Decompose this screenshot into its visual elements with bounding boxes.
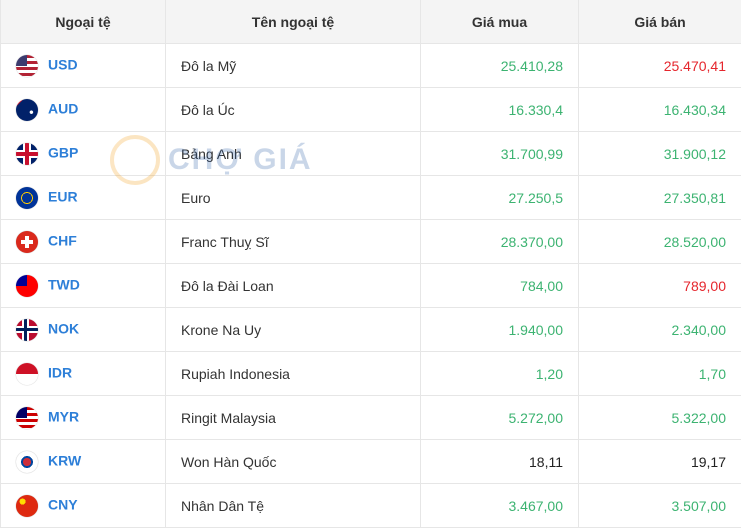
buy-price: 31.700,99 [420, 131, 579, 176]
currency-code: IDR [48, 364, 73, 381]
currency-code-cell: TWD [0, 263, 166, 308]
sell-price: 28.520,00 [578, 219, 741, 264]
buy-price: 16.330,4 [420, 87, 579, 132]
currency-code-cell: KRW [0, 439, 166, 484]
buy-price: 27.250,5 [420, 175, 579, 220]
currency-code-cell: GBP [0, 131, 166, 176]
flag-icon [16, 54, 38, 77]
flag-icon [16, 186, 38, 209]
flag-icon [16, 142, 38, 165]
currency-code: GBP [48, 144, 79, 161]
currency-name: Ringit Malaysia [165, 395, 421, 440]
table-body: USD Đô la Mỹ 25.410,28 25.470,41 AUD Đô la Úc… [0, 43, 741, 528]
rate-row: IDR Rupiah Indonesia 1,20 1,70 [0, 351, 741, 396]
currency-name: Franc Thuỵ Sĩ [165, 219, 421, 264]
currency-code: KRW [48, 452, 82, 469]
rate-row: USD Đô la Mỹ 25.410,28 25.470,41 [0, 43, 741, 88]
sell-price: 5.322,00 [578, 395, 741, 440]
rate-row: GBP Bảng Anh 31.700,99 31.900,12 [0, 131, 741, 176]
currency-name: Bảng Anh [165, 131, 421, 176]
currency-code: EUR [48, 188, 78, 205]
sell-price: 1,70 [578, 351, 741, 396]
currency-code-cell: CNY [0, 483, 166, 528]
buy-price: 1,20 [420, 351, 579, 396]
rate-row: CHF Franc Thuỵ Sĩ 28.370,00 28.520,00 [0, 219, 741, 264]
flag-icon [16, 318, 38, 341]
sell-price: 19,17 [578, 439, 741, 484]
currency-code-cell: CHF [0, 219, 166, 264]
sell-price: 16.430,34 [578, 87, 741, 132]
flag-icon [16, 230, 38, 253]
currency-code-cell: EUR [0, 175, 166, 220]
currency-name: Đô la Mỹ [165, 43, 421, 88]
sell-price: 789,00 [578, 263, 741, 308]
currency-name: Đô la Úc [165, 87, 421, 132]
rate-row: NOK Krone Na Uy 1.940,00 2.340,00 [0, 307, 741, 352]
currency-code-cell: AUD [0, 87, 166, 132]
currency-name: Krone Na Uy [165, 307, 421, 352]
rate-row: EUR Euro 27.250,5 27.350,81 [0, 175, 741, 220]
currency-code: CHF [48, 232, 77, 249]
currency-name: Nhân Dân Tệ [165, 483, 421, 528]
currency-name: Euro [165, 175, 421, 220]
rate-row: KRW Won Hàn Quốc 18,11 19,17 [0, 439, 741, 484]
currency-code-cell: IDR [0, 351, 166, 396]
sell-price: 31.900,12 [578, 131, 741, 176]
currency-code: USD [48, 56, 78, 73]
currency-code: MYR [48, 408, 80, 425]
buy-price: 25.410,28 [420, 43, 579, 88]
rate-row: MYR Ringit Malaysia 5.272,00 5.322,00 [0, 395, 741, 440]
flag-icon [16, 494, 38, 517]
flag-icon [16, 406, 38, 429]
flag-icon [16, 450, 38, 473]
buy-price: 28.370,00 [420, 219, 579, 264]
buy-price: 18,11 [420, 439, 579, 484]
header-row: Ngoại tệ Tên ngoại tệ Giá mua Giá bán [0, 0, 741, 44]
column-header: Giá bán [578, 0, 741, 44]
sell-price: 25.470,41 [578, 43, 741, 88]
currency-code: AUD [48, 100, 79, 117]
rate-row: TWD Đô la Đài Loan 784,00 789,00 [0, 263, 741, 308]
column-header: Ngoại tệ [0, 0, 166, 44]
flag-icon [16, 362, 38, 385]
currency-code-cell: MYR [0, 395, 166, 440]
sell-price: 2.340,00 [578, 307, 741, 352]
flag-icon [16, 274, 38, 297]
buy-price: 784,00 [420, 263, 579, 308]
buy-price: 5.272,00 [420, 395, 579, 440]
buy-price: 3.467,00 [420, 483, 579, 528]
buy-price: 1.940,00 [420, 307, 579, 352]
currency-code: NOK [48, 320, 80, 337]
currency-name: Đô la Đài Loan [165, 263, 421, 308]
rate-row: CNY Nhân Dân Tệ 3.467,00 3.507,00 [0, 483, 741, 528]
flag-icon [16, 98, 38, 121]
currency-name: Won Hàn Quốc [165, 439, 421, 484]
rate-row: AUD Đô la Úc 16.330,4 16.430,34 [0, 87, 741, 132]
currency-code: CNY [48, 496, 78, 513]
column-header: Giá mua [420, 0, 579, 44]
currency-code-cell: NOK [0, 307, 166, 352]
sell-price: 3.507,00 [578, 483, 741, 528]
currency-name: Rupiah Indonesia [165, 351, 421, 396]
currency-code: TWD [48, 276, 80, 293]
sell-price: 27.350,81 [578, 175, 741, 220]
currency-code-cell: USD [0, 43, 166, 88]
column-header: Tên ngoại tệ [165, 0, 421, 44]
